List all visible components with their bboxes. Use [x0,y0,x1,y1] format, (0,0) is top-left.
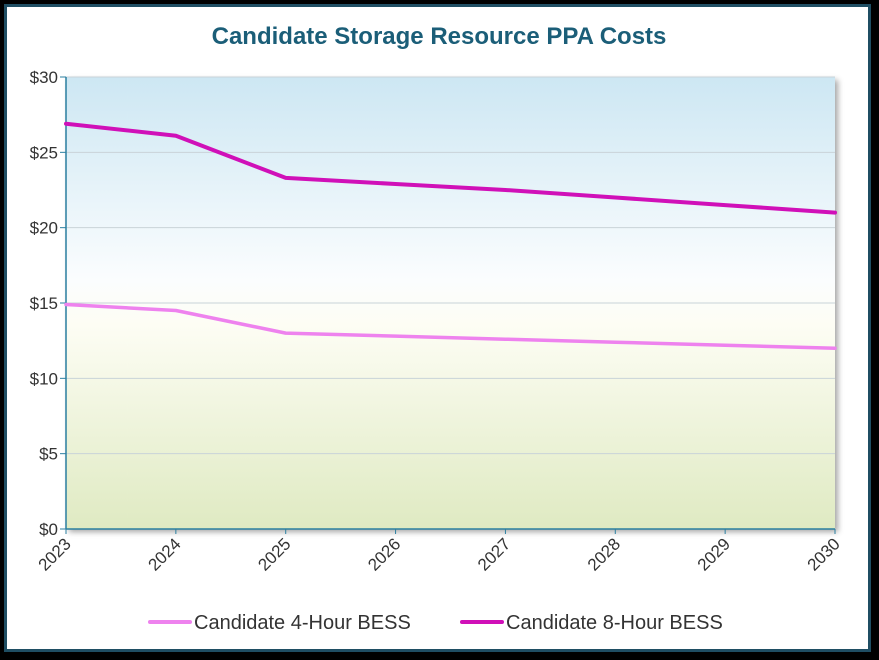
y-tick-label: $15 [30,294,58,313]
y-tick-label: $25 [30,143,58,162]
x-tick-label: 2023 [35,534,75,574]
y-tick-label: $20 [30,219,58,238]
legend: Candidate 4-Hour BESS Candidate 8-Hour B… [148,612,723,634]
gridlines [60,76,835,530]
x-tick-label: 2026 [364,534,404,574]
y-tick-label: $30 [30,68,58,87]
series-line-8-hour [64,121,837,215]
series-lines [64,121,837,350]
x-tick-label: 2028 [584,534,624,574]
y-axis-tick-labels: $0 $5 $10 $15 $20 $25 $30 [30,68,58,539]
x-tick-label: 2030 [804,534,844,574]
y-tick-label: $0 [39,520,58,539]
x-tick-label: 2029 [694,534,734,574]
series-line-4-hour [64,302,837,350]
x-tick-label: 2024 [145,534,185,574]
y-tick-label: $5 [39,445,58,464]
chart-title: Candidate Storage Resource PPA Costs [212,23,667,50]
x-tick-label: 2025 [254,534,294,574]
x-axis-tick-labels: 2023 2024 2025 2026 2027 2028 2029 2030 [35,534,844,574]
legend-label-4-hour: Candidate 4-Hour BESS [194,612,411,634]
x-tick-label: 2027 [474,534,514,574]
y-tick-label: $10 [30,369,58,388]
legend-label-8-hour: Candidate 8-Hour BESS [506,612,723,634]
